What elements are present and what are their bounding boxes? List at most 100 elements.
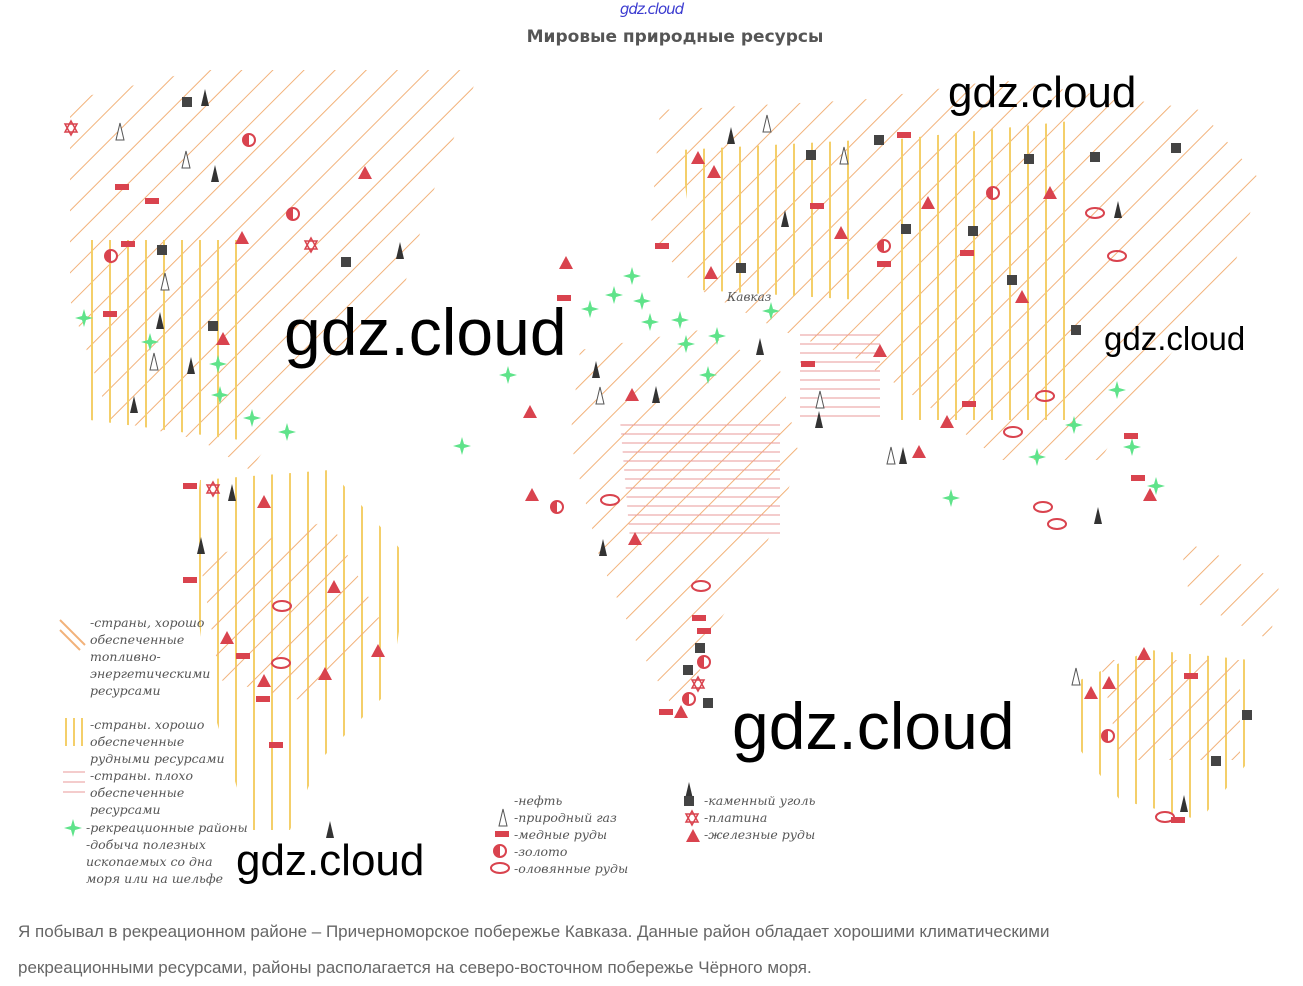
map-symbol <box>652 386 660 403</box>
map-symbol <box>815 411 823 428</box>
map-symbol <box>674 705 688 718</box>
legend-entry: -рекреационные районы <box>86 820 248 835</box>
map-symbol <box>623 267 641 285</box>
map-symbol <box>1108 381 1126 399</box>
map-symbol <box>557 295 571 301</box>
map-symbol <box>318 667 332 680</box>
map-symbol <box>600 494 620 506</box>
hatched-regions <box>59 70 1280 830</box>
map-symbol <box>115 184 129 190</box>
map-symbol <box>595 386 605 405</box>
map-symbol <box>727 127 735 144</box>
map-symbol <box>201 89 209 106</box>
map-symbol <box>1143 488 1157 501</box>
map-symbol <box>243 134 249 146</box>
map-symbol <box>115 122 125 141</box>
map-symbol <box>1123 438 1141 456</box>
map-symbol <box>157 245 167 255</box>
map-symbol <box>1084 686 1098 699</box>
map-symbol <box>1015 290 1029 303</box>
map-symbol <box>156 312 164 329</box>
map-symbol <box>141 333 159 351</box>
map-symbol <box>211 386 229 404</box>
map-symbol <box>121 241 135 247</box>
map-symbol <box>1035 390 1055 402</box>
watermark: gdz.cloud <box>236 836 425 885</box>
map-symbol <box>63 119 79 137</box>
map-symbol <box>699 366 717 384</box>
legend-entry: -оловянные руды <box>514 861 629 876</box>
map-symbol <box>209 355 227 373</box>
map-symbol <box>523 405 537 418</box>
site-label: gdz.cloud <box>619 0 684 18</box>
map-symbol <box>160 272 170 291</box>
map-symbol <box>1147 477 1165 495</box>
map-symbol <box>686 829 700 842</box>
map-symbol <box>736 263 746 273</box>
map-symbol <box>371 644 385 657</box>
map-symbol <box>683 693 689 705</box>
map-symbol <box>625 388 639 401</box>
text-line: Я побывал в рекреационном районе – Приче… <box>18 922 1050 941</box>
map-symbol <box>271 657 291 669</box>
map-symbol <box>762 114 772 133</box>
map-symbol <box>272 600 292 612</box>
map-symbol <box>327 580 341 593</box>
map-symbol <box>1033 501 1053 513</box>
answer-text: Я побывал в рекреационном районе – Приче… <box>18 914 1049 986</box>
map-symbol <box>257 674 271 687</box>
map-symbol <box>1102 730 1108 742</box>
watermark: gdz.cloud <box>948 68 1137 117</box>
map-symbol <box>256 696 270 702</box>
map-title: Мировые природные ресурсы <box>526 27 824 47</box>
map-symbol <box>211 165 219 182</box>
map-symbol <box>269 742 283 748</box>
map-symbol <box>358 166 372 179</box>
map-symbol <box>921 196 935 209</box>
legend-entry: -страны, хорошо обеспеченные топливно-эн… <box>90 615 211 698</box>
map-symbol <box>1184 673 1198 679</box>
map-symbol <box>671 311 689 329</box>
map-symbol <box>499 366 517 384</box>
map-symbol <box>103 311 117 317</box>
map-symbol <box>498 808 508 827</box>
map-symbol <box>698 656 704 668</box>
map-symbol <box>703 698 713 708</box>
map-symbol <box>810 203 824 209</box>
map-symbol <box>1071 325 1081 335</box>
map-symbol <box>187 357 195 374</box>
map-symbol <box>942 489 960 507</box>
map-symbol <box>655 243 669 249</box>
map-symbol <box>1242 710 1252 720</box>
map-symbol <box>205 480 221 498</box>
map-symbol <box>691 580 711 592</box>
map-symbol <box>962 401 976 407</box>
map-symbol <box>912 445 926 458</box>
watermark: gdz.cloud <box>1104 320 1246 357</box>
map-symbol <box>581 300 599 318</box>
map-symbol <box>878 240 884 252</box>
map-symbol <box>704 266 718 279</box>
map-symbol <box>130 396 138 413</box>
map-symbol <box>762 302 780 320</box>
map-symbol <box>145 198 159 204</box>
map-symbol <box>1090 152 1100 162</box>
map-symbol <box>877 261 891 267</box>
map-symbol <box>806 150 816 160</box>
map-symbol <box>1065 416 1083 434</box>
map-symbol <box>1180 795 1188 812</box>
map-symbol <box>1047 518 1067 530</box>
map-symbol <box>75 309 93 327</box>
map-symbol <box>181 150 191 169</box>
map-symbol <box>677 335 695 353</box>
map-symbol <box>216 332 230 345</box>
map-symbol <box>1211 756 1221 766</box>
watermark: gdz.cloud <box>284 295 567 369</box>
map-symbol <box>1003 426 1023 438</box>
map-symbol <box>659 709 673 715</box>
map-symbol <box>641 313 659 331</box>
map-symbol <box>1028 448 1046 466</box>
map-symbol <box>235 231 249 244</box>
map-symbol <box>494 845 500 857</box>
